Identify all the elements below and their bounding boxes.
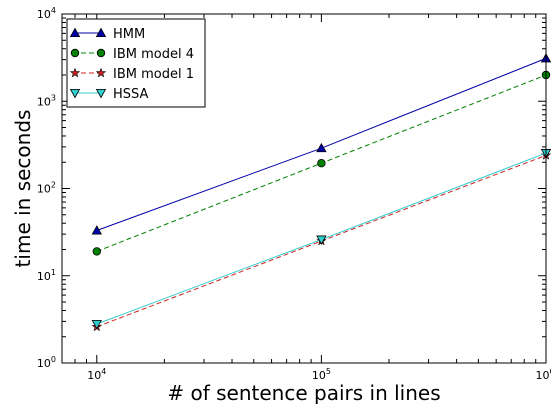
series-ibm-model-4 [92, 70, 551, 256]
legend-marker-hssa [69, 89, 81, 99]
legend-label-ibm-model-1: IBM model 1 [113, 67, 194, 82]
x-tick-label: 104 [87, 367, 106, 382]
data-point-ibm-model-4 [92, 247, 101, 256]
legend-marker-hmm [95, 27, 107, 37]
x-axis-label: # of sentence pairs in lines [167, 381, 440, 404]
series-hssa [91, 149, 551, 330]
x-tick-label: 105 [312, 367, 331, 382]
plot-area-frame [61, 13, 547, 364]
legend: HMM IBM model 4 IBM model 1 HSSA [66, 18, 206, 108]
data-point-hssa [91, 319, 102, 330]
legend-marker-ibm-model-1 [95, 67, 107, 78]
y-axis-label: time in seconds [11, 110, 35, 268]
data-point-hssa [316, 235, 327, 245]
legend-marker-ibm-model-4 [96, 48, 106, 58]
y-tick-label: 104 [37, 6, 56, 21]
legend-marker-ibm-model-1 [69, 67, 81, 78]
y-tick-label: 101 [37, 268, 56, 283]
y-tick-label: 103 [37, 93, 56, 108]
legend-marker-hssa [95, 89, 107, 99]
y-tick-label: 102 [37, 181, 56, 196]
legend-label-ibm-model-4: IBM model 4 [113, 47, 194, 62]
legend-marker-ibm-model-4 [70, 48, 80, 58]
tick-labels: 104 105 106 100 101 102 103 104 [37, 6, 551, 382]
legend-label-hssa: HSSA [113, 87, 149, 102]
y-tick-label: 100 [37, 355, 56, 370]
data-point-ibm-model-4 [317, 158, 326, 168]
legend-box [66, 18, 206, 108]
data-point-hmm [91, 225, 102, 235]
legend-label-hmm: HMM [113, 27, 145, 42]
x-tick-label: 106 [535, 367, 551, 382]
legend-marker-hmm [69, 27, 81, 37]
data-point-hmm [316, 142, 327, 153]
